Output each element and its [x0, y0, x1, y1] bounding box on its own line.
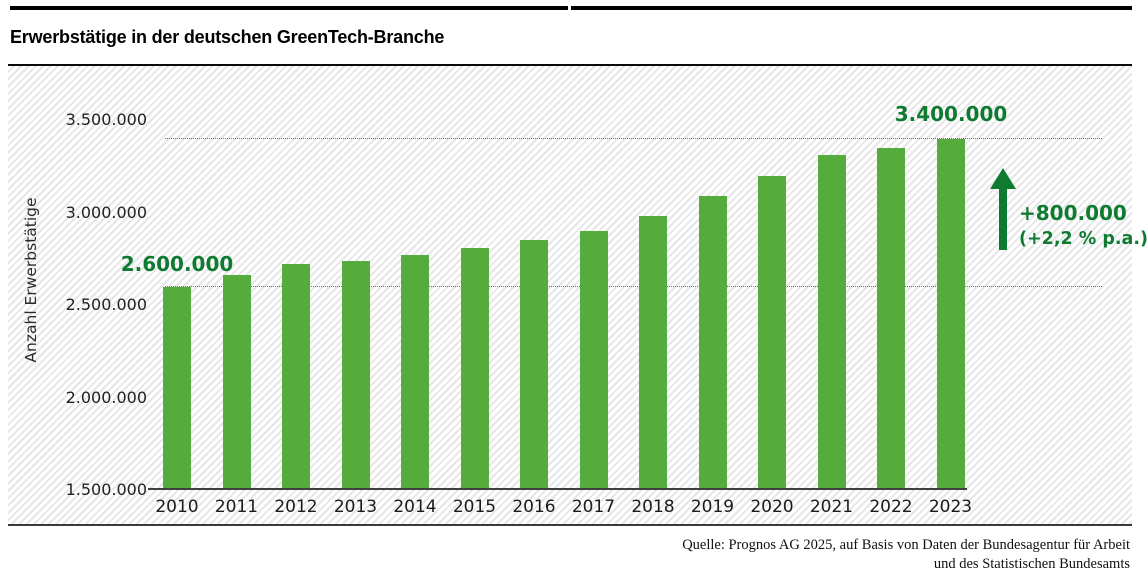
bar-2020 [758, 175, 786, 490]
y-tick-3500000: 3.500.000 [65, 110, 147, 129]
annotation-first-bar-value: 2.600.000 [120, 252, 234, 276]
bar-2010 [163, 286, 191, 490]
bar-2016 [520, 240, 548, 490]
x-tick-2021: 2021 [809, 497, 854, 517]
top-rule-left [10, 6, 568, 10]
bar-2012 [282, 264, 310, 490]
bar-2022 [877, 147, 905, 490]
bar-2011 [222, 275, 251, 490]
y-tick-2500000: 2.500.000 [65, 295, 147, 314]
x-tick-2013: 2013 [333, 497, 378, 517]
source-line-2: und des Statistischen Bundesamts [933, 556, 1130, 572]
growth-rate-label: (+2,2 % p.a.) [1019, 229, 1148, 249]
chart-title: Erwerbstätige in der deutschen GreenTech… [10, 27, 445, 47]
annotation-last-bar-value: 3.400.000 [894, 102, 1008, 126]
top-rule-right [571, 6, 1132, 10]
reference-line-2600000 [165, 285, 1102, 287]
x-tick-2017: 2017 [571, 497, 616, 517]
bar-2019 [698, 195, 727, 490]
source-line-1: Quelle: Prognos AG 2025, auf Basis von D… [682, 537, 1130, 553]
bar-2013 [341, 260, 370, 490]
bar-2014 [401, 255, 429, 490]
growth-up-arrow-icon [990, 168, 1016, 250]
x-tick-2010: 2010 [155, 497, 199, 517]
x-tick-2022: 2022 [869, 497, 913, 517]
x-tick-2012: 2012 [274, 497, 318, 517]
source-note: Quelle: Prognos AG 2025, auf Basis von D… [682, 536, 1130, 574]
x-tick-2020: 2020 [750, 497, 794, 517]
x-tick-2018: 2018 [631, 497, 675, 517]
bar-2021 [817, 155, 846, 490]
y-tick-3000000: 3.000.000 [65, 202, 147, 222]
x-tick-2011: 2011 [214, 497, 259, 517]
bar-2015 [460, 247, 489, 490]
x-tick-2014: 2014 [393, 497, 437, 517]
bar-2017 [579, 231, 608, 490]
x-axis-line [148, 488, 967, 490]
x-tick-2023: 2023 [928, 497, 973, 517]
bar-2023 [936, 138, 965, 490]
x-tick-2019: 2019 [690, 497, 735, 517]
y-axis-title: Anzahl Erwerbstätige [22, 197, 40, 363]
x-tick-2016: 2016 [512, 497, 556, 517]
bar-2018 [639, 216, 667, 490]
reference-line-3400000 [165, 137, 1102, 139]
x-tick-2015: 2015 [452, 497, 497, 517]
y-tick-1500000: 1.500.000 [65, 480, 147, 499]
y-tick-2000000: 2.000.000 [65, 387, 147, 407]
growth-amount-label: +800.000 [1019, 201, 1127, 225]
